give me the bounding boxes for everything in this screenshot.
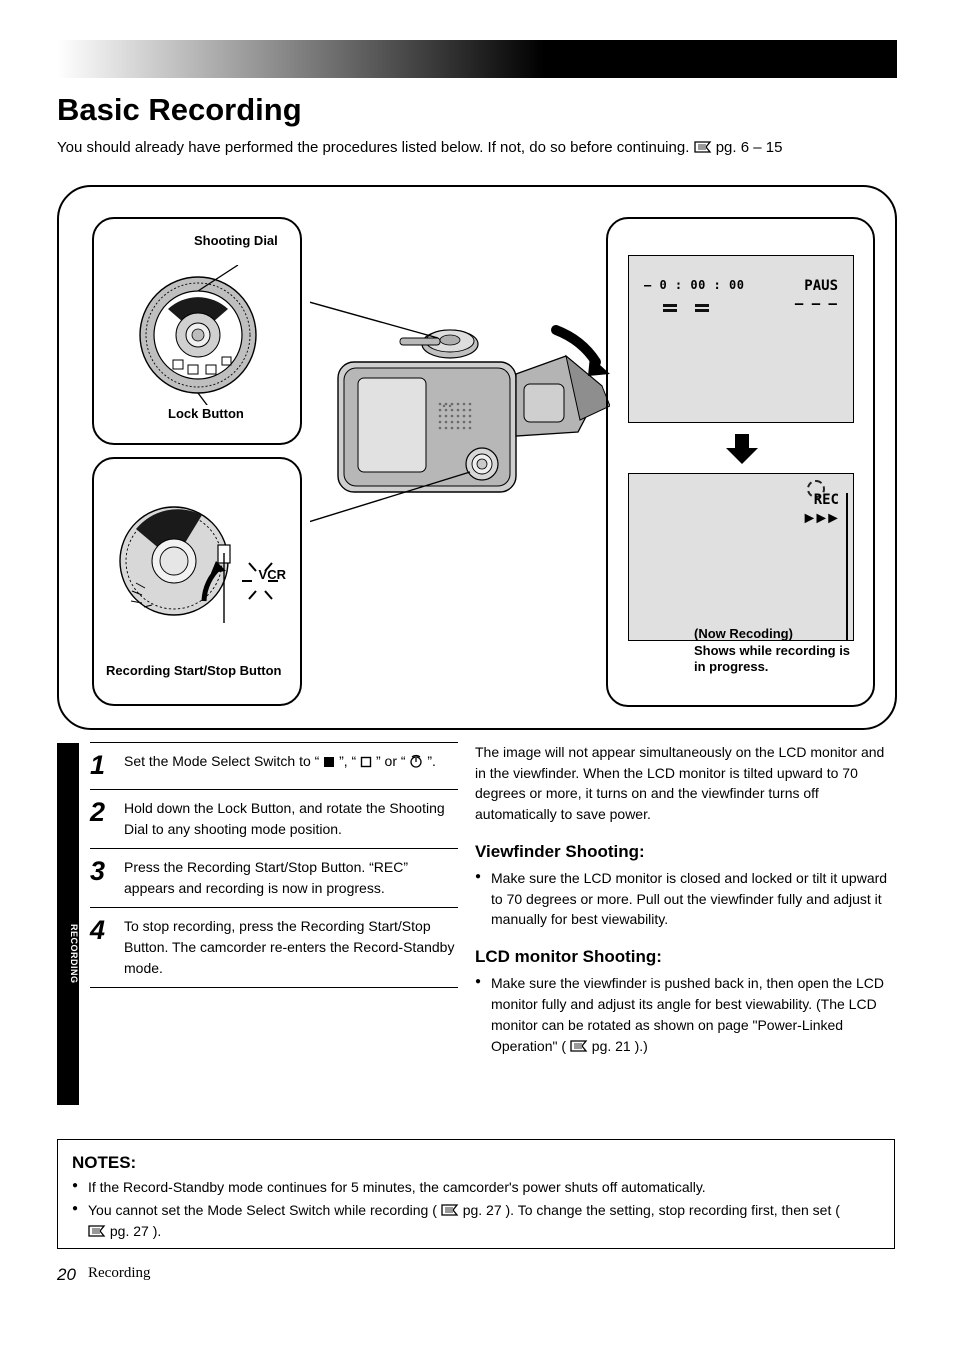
note2-ref: pg. 27 (463, 1202, 502, 1218)
lcd-caption-text: (Now Recoding)Shows while recording is i… (694, 626, 850, 674)
step-number: 2 (90, 798, 124, 828)
lcd-bullet-a: Make sure the viewfinder is pushed back … (491, 975, 884, 1053)
camcorder-illustration (310, 296, 610, 546)
notes-box: NOTES: If the Record-Standby mode contin… (57, 1139, 895, 1249)
self-timer-icon (409, 753, 423, 774)
lcd-leader-line (846, 493, 848, 641)
step-1: 1 Set the Mode Select Switch to “ ”, “ ”… (90, 743, 458, 790)
intro-text: You should already have performed the pr… (57, 139, 782, 156)
step1-d: ”. (427, 753, 436, 769)
shooting-dial-box: Shooting Dial Lock Button (92, 217, 302, 445)
reference-icon (441, 1200, 459, 1221)
reference-icon (88, 1221, 106, 1242)
lcd-bullet: Make sure the viewfinder is pushed back … (475, 973, 895, 1056)
right-column: The image will not appear simultaneously… (475, 742, 895, 1056)
step1-c: ” or “ (376, 753, 406, 769)
step-3: 3 Press the Recording Start/Stop Button.… (90, 849, 458, 908)
lcd-rec-status: REC (814, 492, 839, 508)
lcd-counter: – 0 : 00 : 00 (644, 278, 744, 292)
note2-b: ). To change the setting, stop recording… (506, 1202, 840, 1218)
lcd-bullet-tail: ).) (635, 1038, 648, 1054)
lock-button-label: Lock Button (168, 406, 244, 421)
note-1: If the Record-Standby mode continues for… (72, 1177, 880, 1198)
page-number: 20 (57, 1265, 76, 1285)
lcd-paus-status: PAUS (804, 278, 838, 294)
rec-start-stop-label: Recording Start/Stop Button (106, 663, 282, 678)
lcd-standby: – 0 : 00 : 00 PAUS – – – (628, 255, 854, 423)
section-tab: RECORDING (57, 743, 79, 1105)
square-filled-icon (323, 753, 335, 774)
header-gradient-bar (57, 40, 897, 78)
intro-pre: You should already have performed the pr… (57, 139, 694, 156)
record-dial-illustration (112, 489, 246, 623)
step-text: Set the Mode Select Switch to “ ”, “ ” o… (124, 751, 458, 774)
vcr-label: VCR (259, 567, 286, 582)
lcd-dashes: – – – (795, 296, 837, 312)
section-tab-label: RECORDING (69, 924, 79, 984)
square-outline-icon (360, 753, 372, 774)
page-section-label: Recording (88, 1265, 150, 1282)
shooting-dial-illustration (128, 265, 268, 405)
step-number: 1 (90, 751, 124, 781)
right-p1: The image will not appear simultaneously… (475, 742, 895, 825)
lcd-caption: (Now Recoding)Shows while recording is i… (694, 626, 864, 675)
battery-bars-icon (663, 302, 743, 316)
page-title: Basic Recording (57, 92, 302, 128)
note-2: You cannot set the Mode Select Switch wh… (72, 1200, 880, 1241)
lcd-bullet-ref: pg. 21 (592, 1038, 631, 1054)
step-2: 2 Hold down the Lock Button, and rotate … (90, 790, 458, 849)
step-number: 4 (90, 916, 124, 946)
step1-a: Set the Mode Select Switch to “ (124, 753, 319, 769)
lcd-recording: REC ►►► (628, 473, 854, 641)
lcd-heading: LCD monitor Shooting: (475, 944, 895, 969)
step-text: Press the Recording Start/Stop Button. “… (124, 857, 458, 899)
tape-running-icon: ►►► (801, 510, 837, 528)
viewfinder-bullet: Make sure the LCD monitor is closed and … (475, 868, 895, 930)
note2-ref2: pg. 27 (110, 1223, 149, 1239)
step-text: To stop recording, press the Recording S… (124, 916, 458, 979)
viewfinder-heading: Viewfinder Shooting: (475, 839, 895, 864)
note2-c: ). (153, 1223, 162, 1239)
arrow-down-icon (726, 434, 758, 466)
step-number: 3 (90, 857, 124, 887)
step1-b: ”, “ (339, 753, 356, 769)
step-4: 4 To stop recording, press the Recording… (90, 908, 458, 988)
lcd-states-box: – 0 : 00 : 00 PAUS – – – REC ►►► (Now Re… (606, 217, 875, 707)
step-text: Hold down the Lock Button, and rotate th… (124, 798, 458, 840)
steps-list: 1 Set the Mode Select Switch to “ ”, “ ”… (90, 742, 458, 988)
reference-icon (570, 1036, 588, 1057)
shooting-dial-label: Shooting Dial (194, 233, 278, 248)
start-stop-box: VCR Recording Start/Stop Button (92, 457, 302, 706)
intro-ref-page: pg. 6 – 15 (716, 139, 783, 156)
reference-icon (694, 139, 712, 156)
note2-a: You cannot set the Mode Select Switch wh… (88, 1202, 437, 1218)
notes-heading: NOTES: (72, 1150, 880, 1175)
